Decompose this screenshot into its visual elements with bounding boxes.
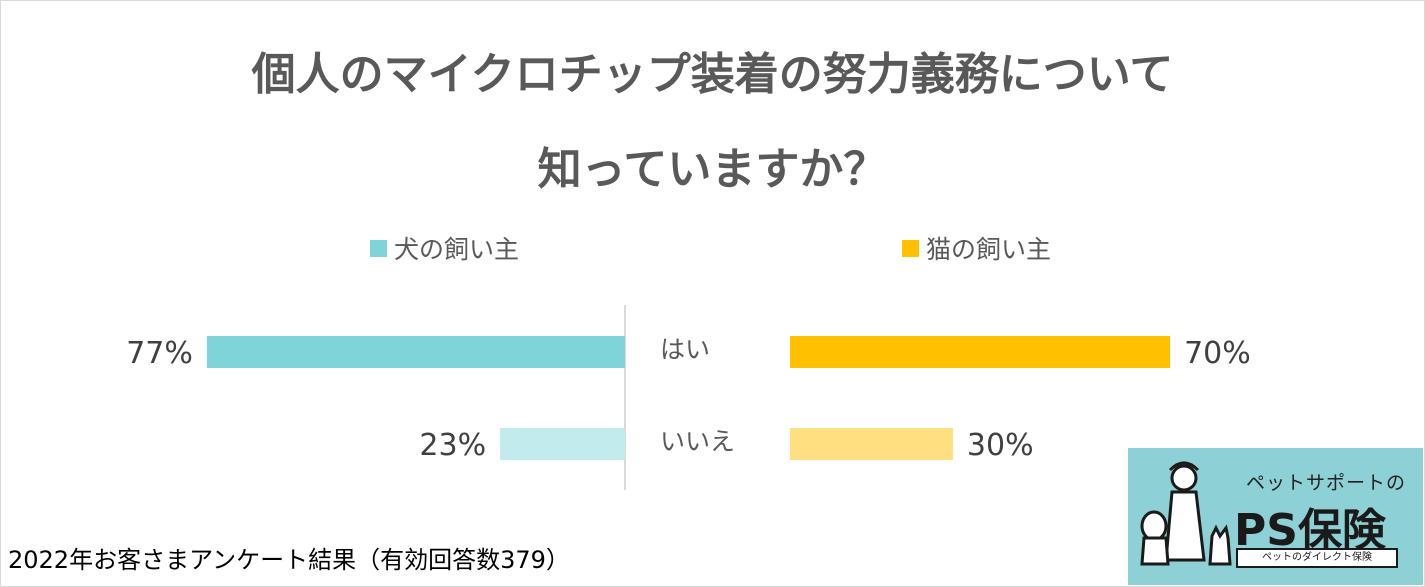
- chart-title-line-2: 知っていますか？: [537, 144, 888, 195]
- label-cat-no: 30%: [967, 428, 1034, 463]
- legend-item-dog: 犬の飼い主: [370, 232, 519, 264]
- legend-label-cat: 猫の飼い主: [926, 235, 1052, 264]
- bar-cat-no: [790, 428, 953, 460]
- ps-insurance-logo: ペットサポートの PS保険 ペットのダイレクト保険: [1128, 448, 1423, 585]
- legend-swatch-cat: [902, 239, 919, 257]
- logo-brand: PS保険: [1234, 505, 1386, 556]
- category-label-no: いいえ: [660, 427, 735, 456]
- pet-owner-illustration: [1140, 461, 1232, 566]
- category-label-yes: はい: [660, 335, 710, 364]
- legend-label-dog: 犬の飼い主: [394, 235, 520, 264]
- survey-footnote: 2022年お客さまアンケート結果（有効回答数379）: [8, 546, 570, 574]
- bar-cat-yes: [790, 336, 1171, 368]
- bar-dog-no: [500, 428, 625, 460]
- logo-subtitle: ペットのダイレクト保険: [1236, 548, 1398, 568]
- label-dog-no: 23%: [419, 428, 486, 463]
- legend-swatch-dog: [370, 239, 387, 257]
- logo-tagline: ペットサポートの: [1246, 472, 1407, 494]
- chart-title-line-1: 個人のマイクロチップ装着の努力義務について: [251, 49, 1174, 100]
- label-cat-yes: 70%: [1184, 336, 1251, 371]
- legend-item-cat: 猫の飼い主: [902, 232, 1051, 264]
- label-dog-yes: 77%: [126, 336, 193, 371]
- bar-dog-yes: [206, 336, 625, 368]
